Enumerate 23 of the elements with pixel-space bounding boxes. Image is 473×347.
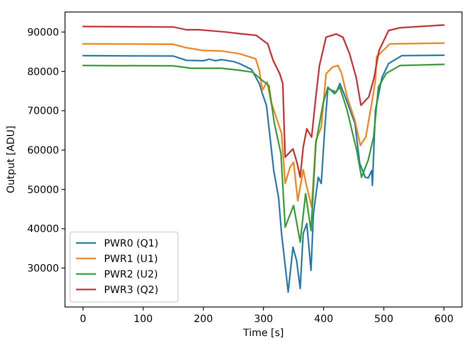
x-tick-label: 100 [134, 314, 153, 325]
x-tick-label: 600 [434, 314, 454, 325]
y-tick-label: 60000 [27, 146, 59, 157]
y-tick-label: 50000 [27, 184, 59, 196]
y-tick-label: 30000 [27, 264, 59, 275]
y-axis-title: Output [ADU] [6, 126, 17, 194]
legend-label: PWR0 (Q1) [104, 238, 159, 250]
legend-label: PWR2 (U2) [104, 270, 158, 280]
x-axis-title: Time [s] [242, 328, 284, 339]
legend-label: PWR1 (U1) [104, 254, 158, 265]
y-tick-label: 70000 [27, 106, 59, 118]
x-tick-label: 500 [374, 314, 394, 325]
x-tick-label: 300 [254, 314, 274, 325]
legend-label: PWR3 (Q2) [104, 285, 159, 296]
x-tick-label: 200 [194, 314, 213, 325]
x-tick-label: 0 [80, 314, 86, 325]
x-tick-label: 400 [314, 314, 334, 325]
y-tick-label: 40000 [27, 224, 59, 236]
line-series [82, 54, 445, 293]
line-series [82, 42, 445, 208]
y-tick-label: 90000 [27, 28, 59, 39]
y-tick-label: 80000 [27, 66, 59, 78]
line-series [82, 24, 445, 178]
